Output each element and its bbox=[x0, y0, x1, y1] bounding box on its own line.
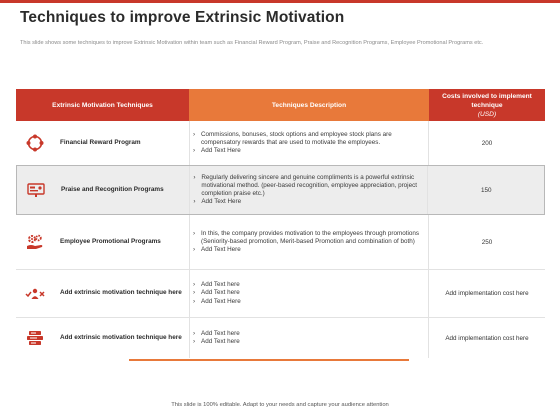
description-bullet: › Add Text here bbox=[193, 289, 240, 297]
table-row: Praise and Recognition Programs › Regular… bbox=[16, 165, 545, 215]
header-cost-label: Costs involved to implement technique bbox=[442, 92, 532, 109]
description-bullet: › Add Text here bbox=[193, 338, 240, 345]
description-bullet: › Add Text Here bbox=[193, 198, 242, 206]
techniques-table: Extrinsic Motivation Techniques Techniqu… bbox=[16, 89, 545, 358]
cost-cell: 250 bbox=[481, 238, 493, 246]
check-person-cross-icon bbox=[25, 285, 45, 303]
description-cell: › Add Text here › Add Text here bbox=[189, 318, 429, 358]
table-row: Add extrinsic motivation technique here … bbox=[16, 270, 545, 318]
technique-cell: Praise and Recognition Programs bbox=[17, 166, 189, 214]
header-technique: Extrinsic Motivation Techniques bbox=[16, 89, 189, 121]
description-cell: › Add Text here › Add Text here › Add Text … bbox=[189, 270, 429, 317]
technique-cell: Add extrinsic motivation technique here bbox=[16, 270, 189, 317]
server-stack-icon bbox=[25, 329, 45, 347]
description-bullet: › Add Text Here bbox=[193, 297, 241, 305]
technique-name: Financial Reward Program bbox=[60, 138, 141, 146]
description-bullet: › Regularly delivering sincere and genuin… bbox=[193, 173, 417, 197]
slide-footer: This slide is 100% editable. Adapt to yo… bbox=[171, 402, 389, 408]
slide-title: Techniques to improve Extrinsic Motivati… bbox=[20, 9, 345, 26]
table-header: Extrinsic Motivation Techniques Techniqu… bbox=[16, 89, 545, 121]
cycle-arrows-icon bbox=[25, 134, 45, 152]
slide-subtitle: This slide shows some techniques to impr… bbox=[20, 40, 484, 46]
description-bullet: › Add Text Here bbox=[193, 246, 241, 254]
technique-cell: Financial Reward Program bbox=[16, 121, 189, 165]
technique-cell: Employee Promotional Programs bbox=[16, 215, 189, 269]
description-bullet: › Add Text here bbox=[193, 281, 240, 289]
table-row: Employee Promotional Programs › In this, … bbox=[16, 215, 545, 270]
header-cost: Costs involved to implement technique (U… bbox=[429, 89, 545, 121]
technique-name: Add extrinsic motivation technique here bbox=[60, 289, 182, 297]
technique-cell: Add extrinsic motivation technique here bbox=[16, 318, 189, 358]
cost-cell: Add implementation cost here bbox=[445, 334, 529, 342]
presentation-board-icon bbox=[26, 181, 46, 199]
cost-cell: 200 bbox=[481, 139, 493, 147]
table-bottom-accent-line bbox=[129, 359, 409, 361]
technique-name: Praise and Recognition Programs bbox=[61, 185, 164, 193]
cost-cell: Add implementation cost here bbox=[445, 290, 529, 297]
technique-name: Employee Promotional Programs bbox=[60, 237, 161, 245]
description-cell: › In this, the company provides motivatio… bbox=[189, 215, 429, 269]
gears-hand-icon bbox=[25, 233, 45, 251]
table-row: Financial Reward Program › Commissions, b… bbox=[16, 121, 545, 166]
top-accent-bar bbox=[0, 0, 560, 3]
description-bullet: › Add Text here bbox=[193, 329, 240, 337]
table-row: Add extrinsic motivation technique here … bbox=[16, 318, 545, 358]
description-bullet: › In this, the company provides motivatio… bbox=[193, 229, 420, 245]
description-bullet: › Commissions, bonuses, stock options and… bbox=[193, 130, 392, 146]
description-cell: › Commissions, bonuses, stock options and… bbox=[189, 121, 429, 165]
header-description: Techniques Description bbox=[189, 89, 429, 121]
cost-cell: 150 bbox=[480, 186, 492, 194]
header-cost-unit: (USD) bbox=[477, 110, 497, 118]
technique-name: Add extrinsic motivation technique here bbox=[60, 333, 182, 341]
description-bullet: › Add Text Here bbox=[193, 147, 241, 155]
description-cell: › Regularly delivering sincere and genuin… bbox=[189, 166, 429, 214]
